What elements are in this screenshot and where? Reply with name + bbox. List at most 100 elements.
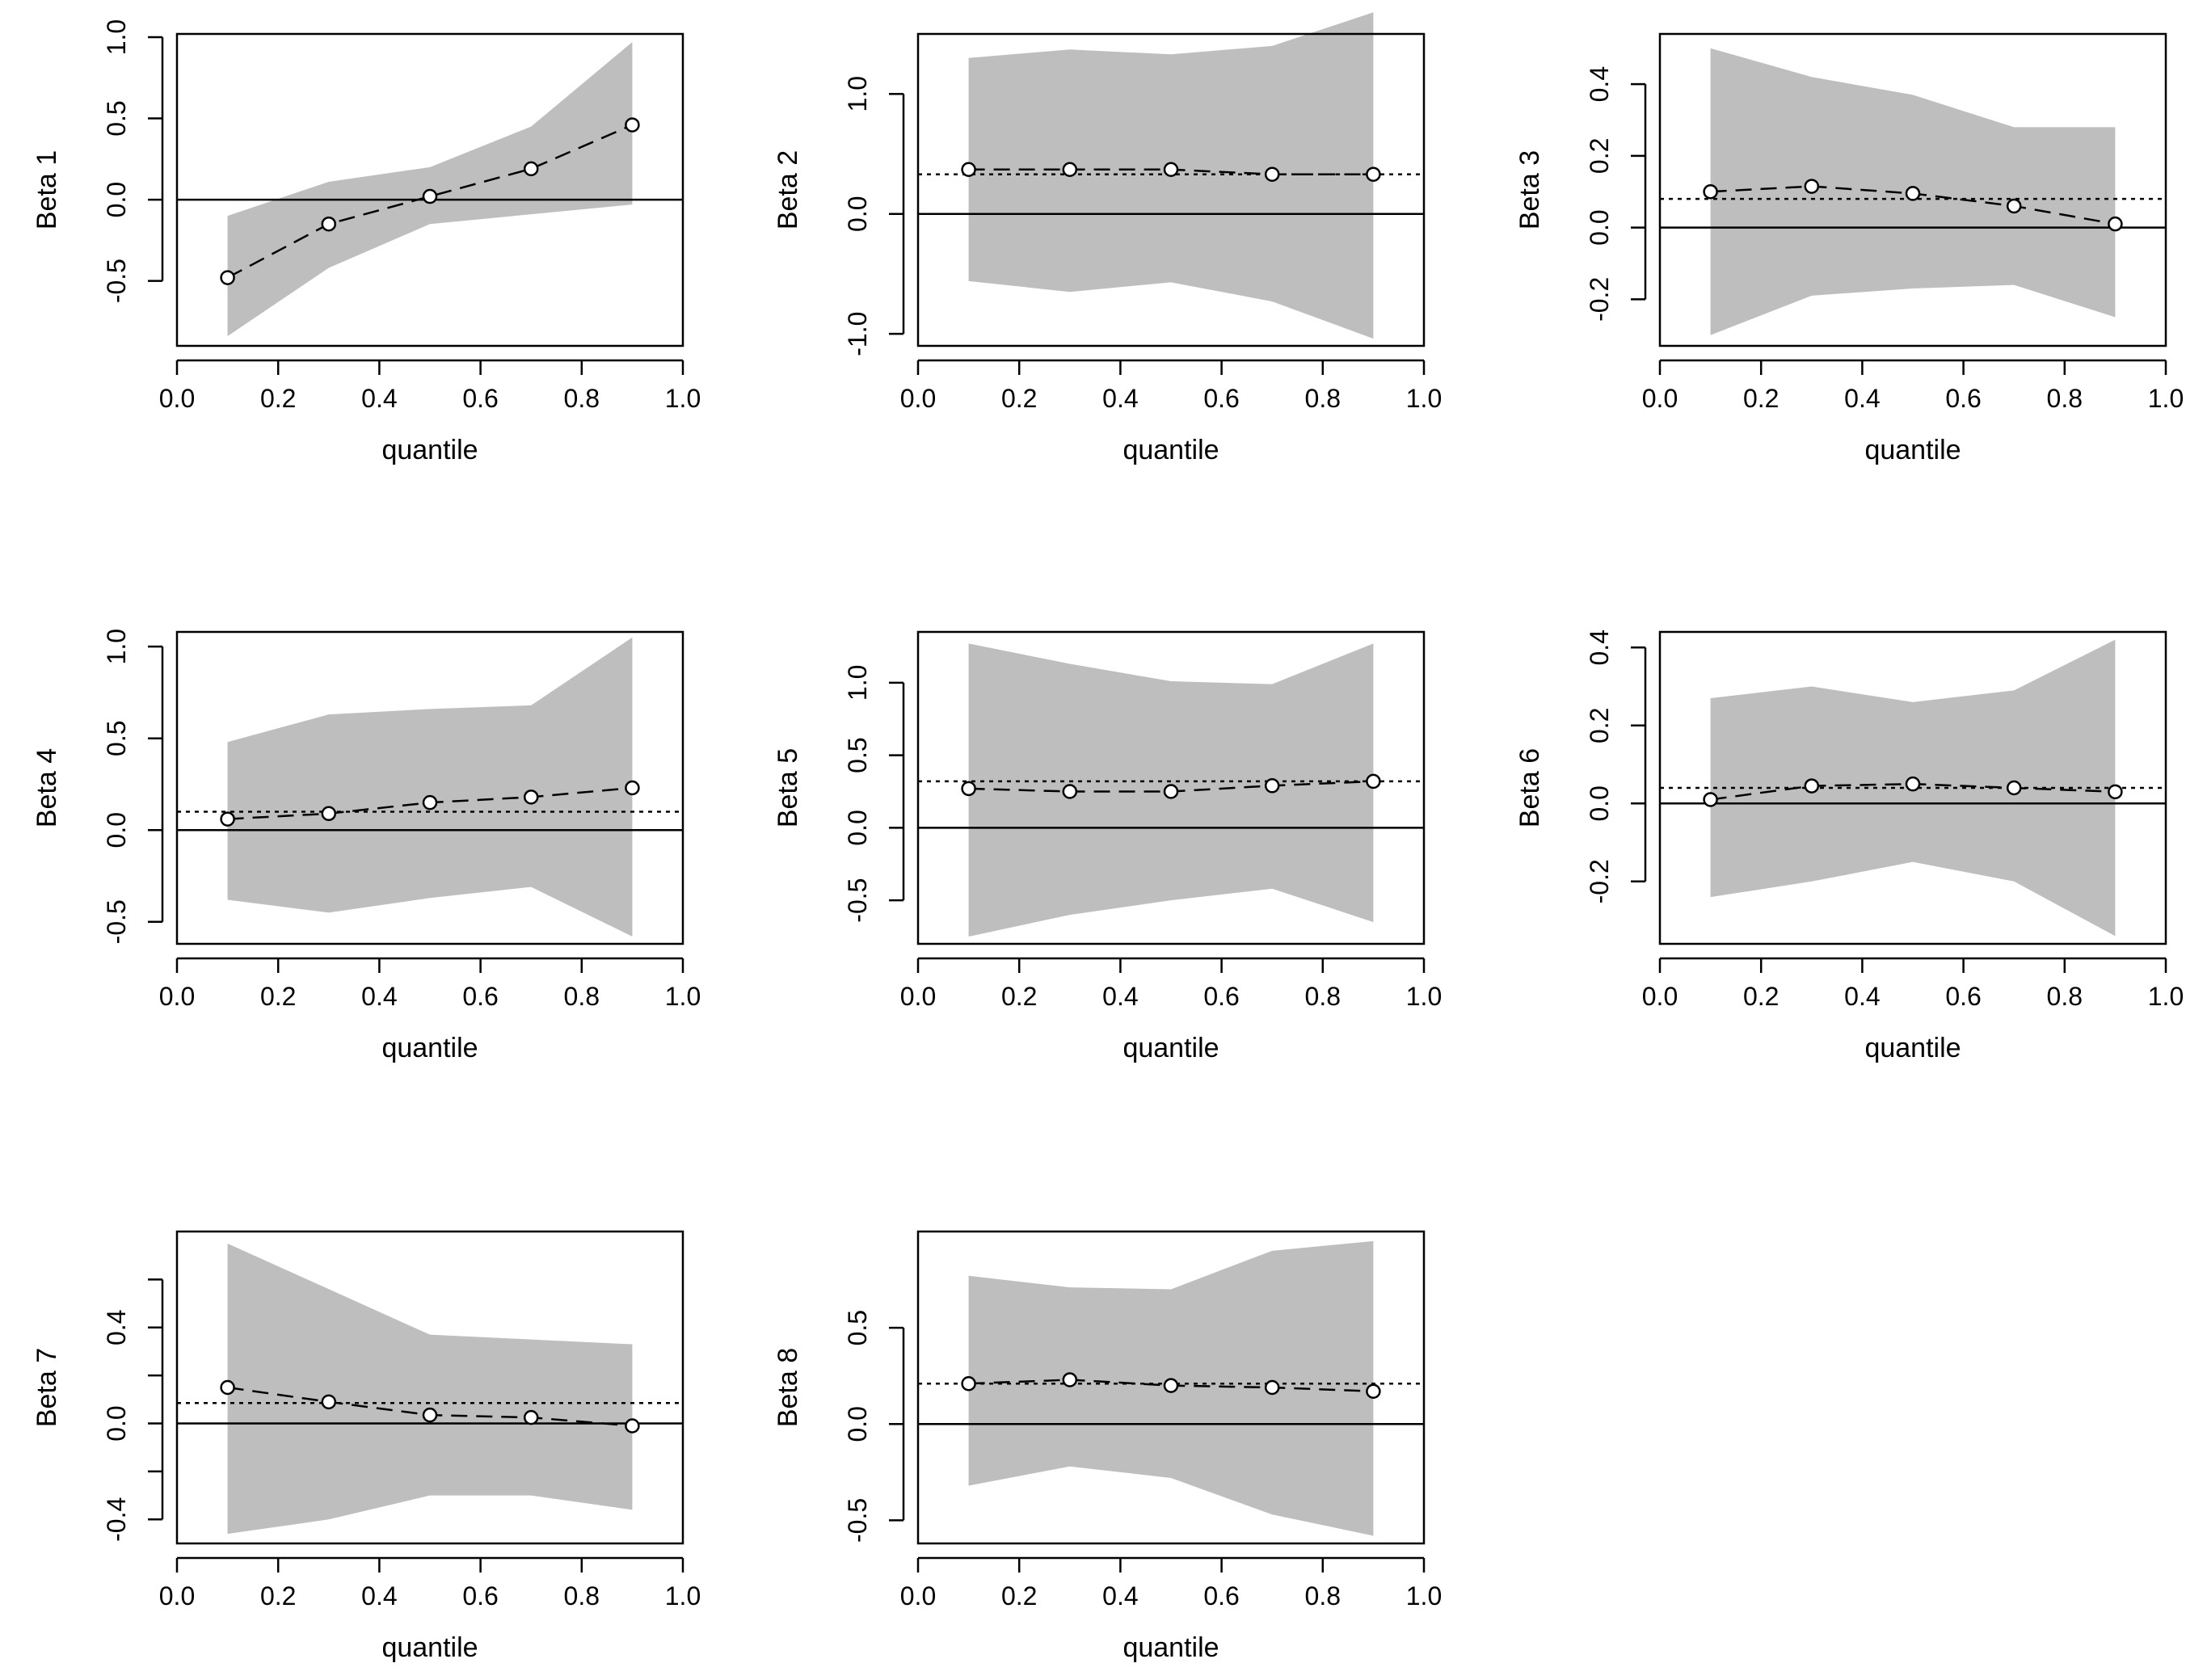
chart-5-x-tick-label: 0.8 xyxy=(1305,982,1341,1011)
chart-2-point xyxy=(1264,166,1280,182)
chart-panel-1: 0.0 0.2 0.4 0.6 0.8 1.0 quantile -0.5 0.0 0.5 1.0 B… xyxy=(32,19,701,465)
chart-4-x-tick-label: 0.4 xyxy=(361,982,397,1011)
chart-8-point xyxy=(1366,1383,1381,1400)
chart-6-point xyxy=(1905,776,1921,792)
chart-3-x-tick-label: 1.0 xyxy=(2148,384,2184,413)
chart-2-point xyxy=(1163,162,1179,178)
chart-7-y-tick-label: -0.4 xyxy=(102,1497,131,1542)
chart-1-x-tick-label: 0.6 xyxy=(462,384,498,413)
chart-7-x-tick-label: 1.0 xyxy=(665,1581,701,1611)
chart-1-point xyxy=(321,216,337,232)
chart-5-x-tick-label: 0.6 xyxy=(1203,982,1239,1011)
chart-7-point xyxy=(625,1418,640,1434)
chart-6-x-tick-label: 0.6 xyxy=(1945,982,1981,1011)
chart-5-y-tick-label: -0.5 xyxy=(843,878,872,923)
chart-panel-2: 0.0 0.2 0.4 0.6 0.8 1.0 quantile -1.0 0.0 1.0 Beta… xyxy=(773,12,1442,465)
chart-8-x-tick-label: 1.0 xyxy=(1406,1581,1442,1611)
chart-7-confidence-band xyxy=(227,1243,633,1535)
chart-2-x-tick-label: 0.6 xyxy=(1203,384,1239,413)
chart-6-x-tick-label: 0.0 xyxy=(1642,982,1678,1011)
chart-5-y-tick-label: 0.0 xyxy=(843,810,872,845)
chart-3-y-axis-label: Beta 3 xyxy=(1514,150,1545,229)
chart-6-y-tick-label: 0.0 xyxy=(1585,785,1614,821)
chart-8-y-tick-label: -0.5 xyxy=(843,1498,872,1543)
chart-1-x-tick-label: 0.8 xyxy=(564,384,600,413)
chart-3-x-tick-label: 0.4 xyxy=(1844,384,1880,413)
chart-8-x-axis-label: quantile xyxy=(1122,1632,1219,1663)
chart-4-y-tick-label: -0.5 xyxy=(102,899,131,944)
chart-3-point xyxy=(2006,198,2022,214)
chart-8-point xyxy=(961,1375,976,1392)
chart-3-y-tick-label: 0.2 xyxy=(1585,138,1614,174)
chart-8-plot-frame xyxy=(916,1230,1426,1545)
chart-5-point xyxy=(961,781,976,797)
chart-3-y-tick-label: 0.0 xyxy=(1585,209,1614,245)
chart-3-x-tick-label: 0.6 xyxy=(1945,384,1981,413)
chart-1-x-tick-label: 0.0 xyxy=(159,384,195,413)
chart-8-x-tick-label: 0.8 xyxy=(1305,1581,1341,1611)
chart-8-x-tick-label: 0.4 xyxy=(1102,1581,1138,1611)
chart-4-x-tick-label: 0.0 xyxy=(159,982,195,1011)
chart-8-point xyxy=(1062,1372,1078,1387)
chart-panel-7: 0.0 0.2 0.4 0.6 0.8 1.0 quantile -0.4 0.0 0.4 Beta… xyxy=(32,1230,701,1663)
chart-6-point xyxy=(1703,792,1718,807)
chart-panel-3: 0.0 0.2 0.4 0.6 0.8 1.0 quantile -0.2 0.0 0.2 0.4 B… xyxy=(1514,32,2184,465)
chart-7-point xyxy=(422,1407,438,1423)
chart-4-point xyxy=(220,811,235,827)
chart-4-plot-frame xyxy=(175,630,684,945)
chart-5-y-axis-label: Beta 5 xyxy=(773,748,803,827)
chart-6-x-tick-label: 0.4 xyxy=(1844,982,1880,1011)
chart-7-y-tick-label: 0.0 xyxy=(102,1405,131,1441)
chart-6-y-tick-label: 0.4 xyxy=(1585,629,1614,665)
chart-7-plot-frame xyxy=(175,1230,684,1545)
chart-4-confidence-band xyxy=(227,637,633,937)
chart-1-x-tick-label: 1.0 xyxy=(665,384,701,413)
chart-1-point xyxy=(523,161,539,177)
chart-3-point xyxy=(1703,183,1718,200)
chart-6-y-axis-label: Beta 6 xyxy=(1514,748,1545,827)
chart-panel-4: 0.0 0.2 0.4 0.6 0.8 1.0 quantile -0.5 0.0 0.5 1.0 B… xyxy=(32,629,701,1063)
chart-2-x-tick-label: 0.0 xyxy=(900,384,936,413)
chart-5-x-tick-label: 0.0 xyxy=(900,982,936,1011)
chart-5-y-tick-label: 1.0 xyxy=(843,665,872,701)
chart-8-x-tick-label: 0.2 xyxy=(1001,1581,1037,1611)
chart-2-y-axis-label: Beta 2 xyxy=(773,150,803,229)
chart-2-y-tick-label: 1.0 xyxy=(843,76,872,112)
chart-7-point xyxy=(220,1379,235,1396)
chart-1-y-axis-label: Beta 1 xyxy=(32,150,62,229)
chart-6-y-tick-label: 0.2 xyxy=(1585,708,1614,743)
chart-6-point xyxy=(2108,784,2123,800)
chart-3-x-axis-label: quantile xyxy=(1864,435,1961,465)
chart-5-x-tick-label: 0.2 xyxy=(1001,982,1037,1011)
chart-7-x-axis-label: quantile xyxy=(381,1632,478,1663)
chart-3-y-tick-label: -0.2 xyxy=(1585,277,1614,322)
chart-3-point xyxy=(1905,186,1921,201)
chart-7-point xyxy=(321,1394,337,1410)
chart-8-point xyxy=(1264,1379,1280,1396)
chart-5-point xyxy=(1062,784,1078,799)
chart-4-x-tick-label: 0.6 xyxy=(462,982,498,1011)
chart-4-point xyxy=(422,794,438,811)
chart-5-point xyxy=(1366,773,1381,789)
chart-4-y-axis-label: Beta 4 xyxy=(32,748,62,827)
chart-2-x-tick-label: 0.2 xyxy=(1001,384,1037,413)
chart-2-x-tick-label: 0.4 xyxy=(1102,384,1138,413)
chart-5-point xyxy=(1163,784,1179,799)
chart-8-y-tick-label: 0.5 xyxy=(843,1310,872,1345)
chart-1-y-tick-label: 1.0 xyxy=(102,19,131,55)
chart-3-point xyxy=(1804,179,1820,194)
chart-1-y-tick-label: -0.5 xyxy=(102,259,131,303)
chart-2-x-tick-label: 1.0 xyxy=(1406,384,1442,413)
chart-7-y-tick-label: 0.4 xyxy=(102,1310,131,1345)
chart-6-plot-frame xyxy=(1658,630,2167,945)
chart-2-point xyxy=(1062,162,1078,178)
chart-6-point xyxy=(2006,780,2022,796)
chart-8-point xyxy=(1163,1378,1179,1393)
chart-7-y-axis-label: Beta 7 xyxy=(32,1348,62,1427)
chart-panel-6: 0.0 0.2 0.4 0.6 0.8 1.0 quantile -0.2 0.0 0.2 0.4 B… xyxy=(1514,629,2184,1063)
chart-5-y-tick-label: 0.5 xyxy=(843,737,872,773)
chart-2-x-tick-label: 0.8 xyxy=(1305,384,1341,413)
chart-3-point xyxy=(2108,216,2123,232)
chart-8-y-tick-label: 0.0 xyxy=(843,1406,872,1442)
